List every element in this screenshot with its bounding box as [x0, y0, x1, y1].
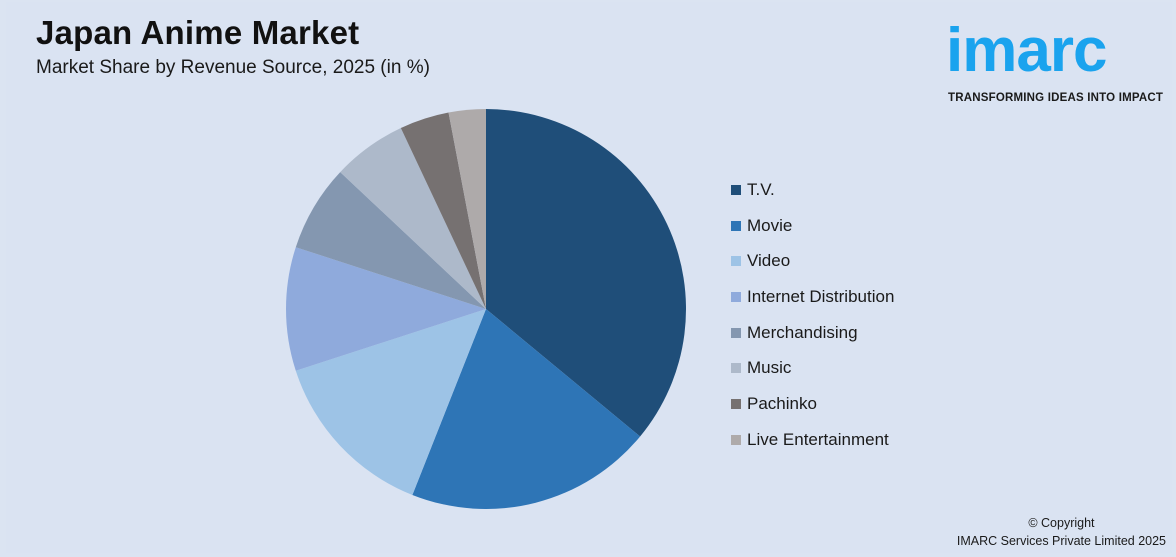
- pie-chart: [286, 109, 686, 509]
- pie-slice-pachinko: [400, 112, 486, 310]
- legend-swatch-icon: [731, 256, 741, 267]
- legend-label: T.V.: [747, 179, 775, 199]
- legend-item: Video: [731, 243, 894, 279]
- legend-item: Pachinko: [731, 386, 894, 422]
- copyright-notice: © Copyright IMARC Services Private Limit…: [957, 514, 1166, 550]
- legend-swatch-icon: [731, 363, 741, 374]
- legend-swatch-icon: [731, 327, 741, 338]
- legend-swatch-icon: [731, 398, 741, 409]
- pie-slice-internet-distribution: [286, 247, 486, 371]
- pie-slice-merchandising: [295, 172, 486, 309]
- pie-slice-movie: [412, 309, 641, 509]
- legend-swatch-icon: [731, 184, 741, 195]
- pie-slice-t-v: [486, 109, 686, 437]
- legend-swatch-icon: [731, 291, 741, 302]
- legend-item: Internet Distribution: [731, 279, 894, 315]
- chart-subtitle: Market Share by Revenue Source, 2025 (in…: [36, 57, 430, 78]
- legend-item: Live Entertainment: [731, 422, 894, 458]
- logo-tagline: TRANSFORMING IDEAS INTO IMPACT: [948, 92, 1164, 104]
- pie-slice-live-entertainment: [448, 109, 486, 309]
- legend-label: Video: [747, 251, 791, 271]
- legend-item: Music: [731, 350, 894, 386]
- legend-label: Pachinko: [747, 393, 817, 413]
- legend-swatch-icon: [731, 220, 741, 231]
- legend-item: T.V.: [731, 172, 894, 208]
- legend-label: Live Entertainment: [747, 429, 889, 449]
- legend-item: Movie: [731, 208, 894, 244]
- pie-slice-video: [295, 309, 486, 495]
- legend-label: Merchandising: [747, 322, 858, 342]
- copyright-line-2: IMARC Services Private Limited 2025: [956, 534, 1166, 548]
- copyright-line-1: © Copyright: [1028, 516, 1095, 530]
- legend-swatch-icon: [731, 434, 741, 445]
- legend-label: Music: [747, 358, 792, 378]
- chart-title: Japan Anime Market: [36, 14, 360, 51]
- imarc-logo: imarc TRANSFORMING IDEAS INTO IMPACT: [946, 12, 1170, 110]
- pie-slice-music: [340, 128, 486, 309]
- legend-label: Internet Distribution: [747, 286, 895, 306]
- legend-item: Merchandising: [731, 315, 894, 351]
- legend-label: Movie: [747, 215, 793, 235]
- logo-wordmark: imarc: [946, 16, 1107, 85]
- chart-legend: T.V. Movie Video Internet Distribution Merch…: [731, 172, 894, 458]
